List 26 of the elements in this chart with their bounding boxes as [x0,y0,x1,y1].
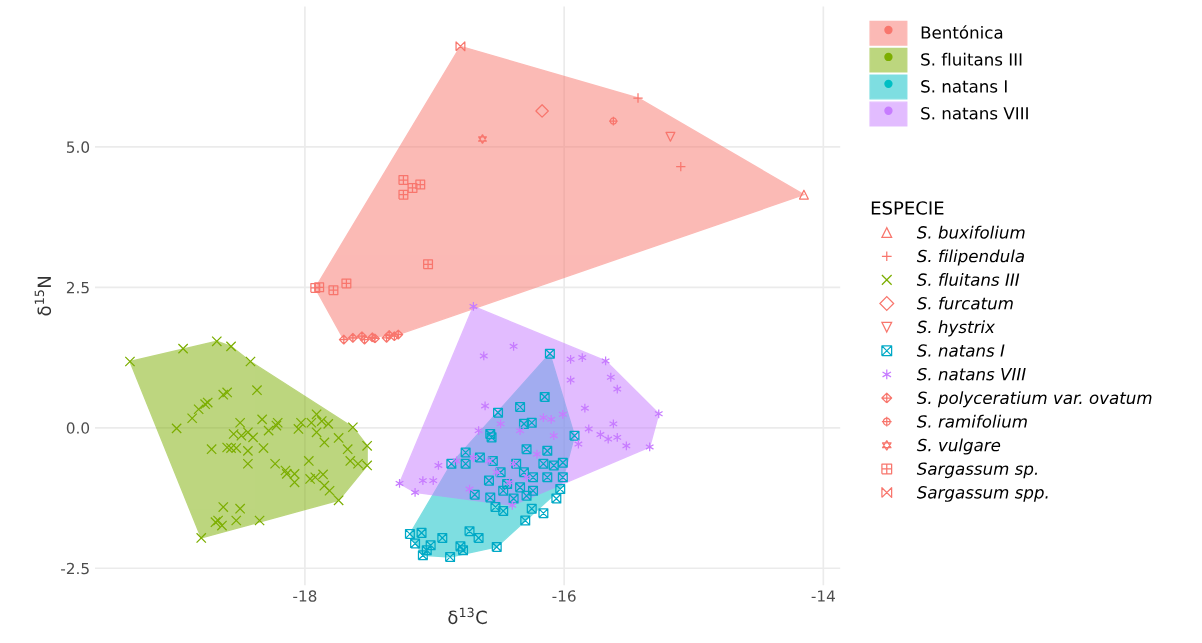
legend-label: S. furcatum [916,296,1013,310]
legend-label: S. filipendula [916,249,1024,266]
legend-label: S. natans I [921,80,1007,93]
x-tick-label: -14 [811,590,835,602]
x-tick-label: -16 [552,590,576,602]
x-tick-label: -18 [293,590,317,602]
legend-label: Sargassum spp. [916,486,1048,502]
legend-label: Sargassum sp. [916,462,1038,479]
legend-label: S. natans I [916,344,1005,357]
legend-label: S. fluitans III [921,52,1022,66]
y-tick-label: -2.5 [61,562,89,575]
legend-label: Bentónica [921,25,1003,39]
legend-label: S. fluitans III [916,273,1020,286]
legend-title: ESPECIE [871,201,944,215]
legend-label: S. vulgare [916,438,1001,455]
legend-label: S. natans VIII [916,367,1026,381]
legend-label: S. polyceratium var. ovatum [916,391,1152,408]
legend-label: S. buxifolium [916,225,1025,239]
y-tick-label: 2.5 [66,281,89,294]
y-tick-label: 5.0 [66,141,90,153]
legend-label: S. hystrix [916,320,996,337]
y-tick-label: 0.0 [66,422,90,434]
legend-label: S. ramifolium [916,414,1027,428]
y-axis-title: δ$^{15}$N [34,276,52,316]
x-axis-title: δ$^{13}$C [448,607,487,625]
legend-label: S. natans VIII [921,106,1028,120]
